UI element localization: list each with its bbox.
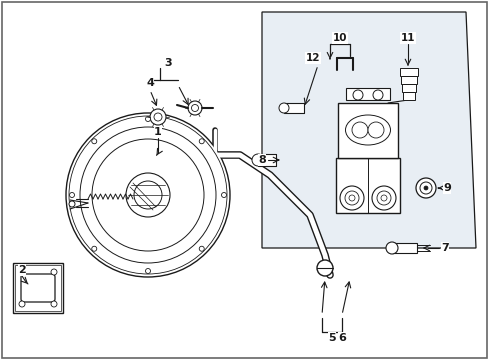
Bar: [401, 84, 415, 92]
Bar: [13, 263, 63, 313]
Text: 10: 10: [332, 33, 346, 43]
Circle shape: [352, 90, 362, 100]
Circle shape: [251, 154, 264, 166]
Circle shape: [69, 201, 75, 207]
Circle shape: [415, 178, 435, 198]
Circle shape: [221, 193, 226, 198]
Text: 9: 9: [442, 183, 450, 193]
Circle shape: [134, 181, 162, 209]
Text: 8: 8: [258, 155, 265, 165]
Bar: [399, 68, 417, 76]
Circle shape: [345, 191, 358, 205]
Text: 4: 4: [146, 78, 154, 88]
Circle shape: [199, 246, 204, 251]
Circle shape: [154, 113, 162, 121]
Circle shape: [69, 193, 74, 198]
Text: 1: 1: [154, 127, 162, 137]
Circle shape: [19, 301, 25, 307]
Circle shape: [423, 186, 427, 190]
Circle shape: [367, 122, 383, 138]
Bar: [337, 103, 397, 158]
Circle shape: [372, 90, 382, 100]
Circle shape: [199, 139, 204, 144]
Circle shape: [419, 182, 431, 194]
Circle shape: [316, 260, 332, 276]
Circle shape: [51, 301, 57, 307]
Bar: [258, 154, 275, 166]
Circle shape: [187, 101, 202, 115]
Circle shape: [371, 186, 395, 210]
Text: 11: 11: [400, 33, 414, 43]
Circle shape: [339, 186, 363, 210]
Circle shape: [66, 113, 229, 277]
Bar: [335, 158, 399, 213]
Circle shape: [376, 191, 390, 205]
Circle shape: [191, 104, 198, 112]
Bar: [15, 265, 61, 311]
Circle shape: [380, 195, 386, 201]
Text: 6: 6: [337, 333, 345, 343]
Circle shape: [92, 139, 97, 144]
Text: 3: 3: [164, 58, 171, 68]
Text: 2: 2: [18, 265, 26, 275]
Bar: [391, 243, 416, 253]
Text: 12: 12: [305, 53, 320, 63]
Circle shape: [351, 122, 367, 138]
Text: 7: 7: [440, 243, 448, 253]
Circle shape: [279, 103, 288, 113]
Polygon shape: [262, 12, 475, 248]
Circle shape: [51, 269, 57, 275]
Circle shape: [126, 173, 170, 217]
Circle shape: [385, 242, 397, 254]
Circle shape: [348, 195, 354, 201]
Bar: [400, 76, 416, 84]
Bar: [284, 103, 304, 113]
FancyBboxPatch shape: [21, 274, 55, 302]
Text: 5: 5: [327, 333, 335, 343]
Circle shape: [92, 246, 97, 251]
Circle shape: [145, 269, 150, 274]
Circle shape: [145, 117, 150, 122]
Bar: [402, 92, 414, 100]
Bar: [346, 88, 389, 100]
Ellipse shape: [345, 115, 390, 145]
Circle shape: [19, 269, 25, 275]
Circle shape: [150, 109, 165, 125]
